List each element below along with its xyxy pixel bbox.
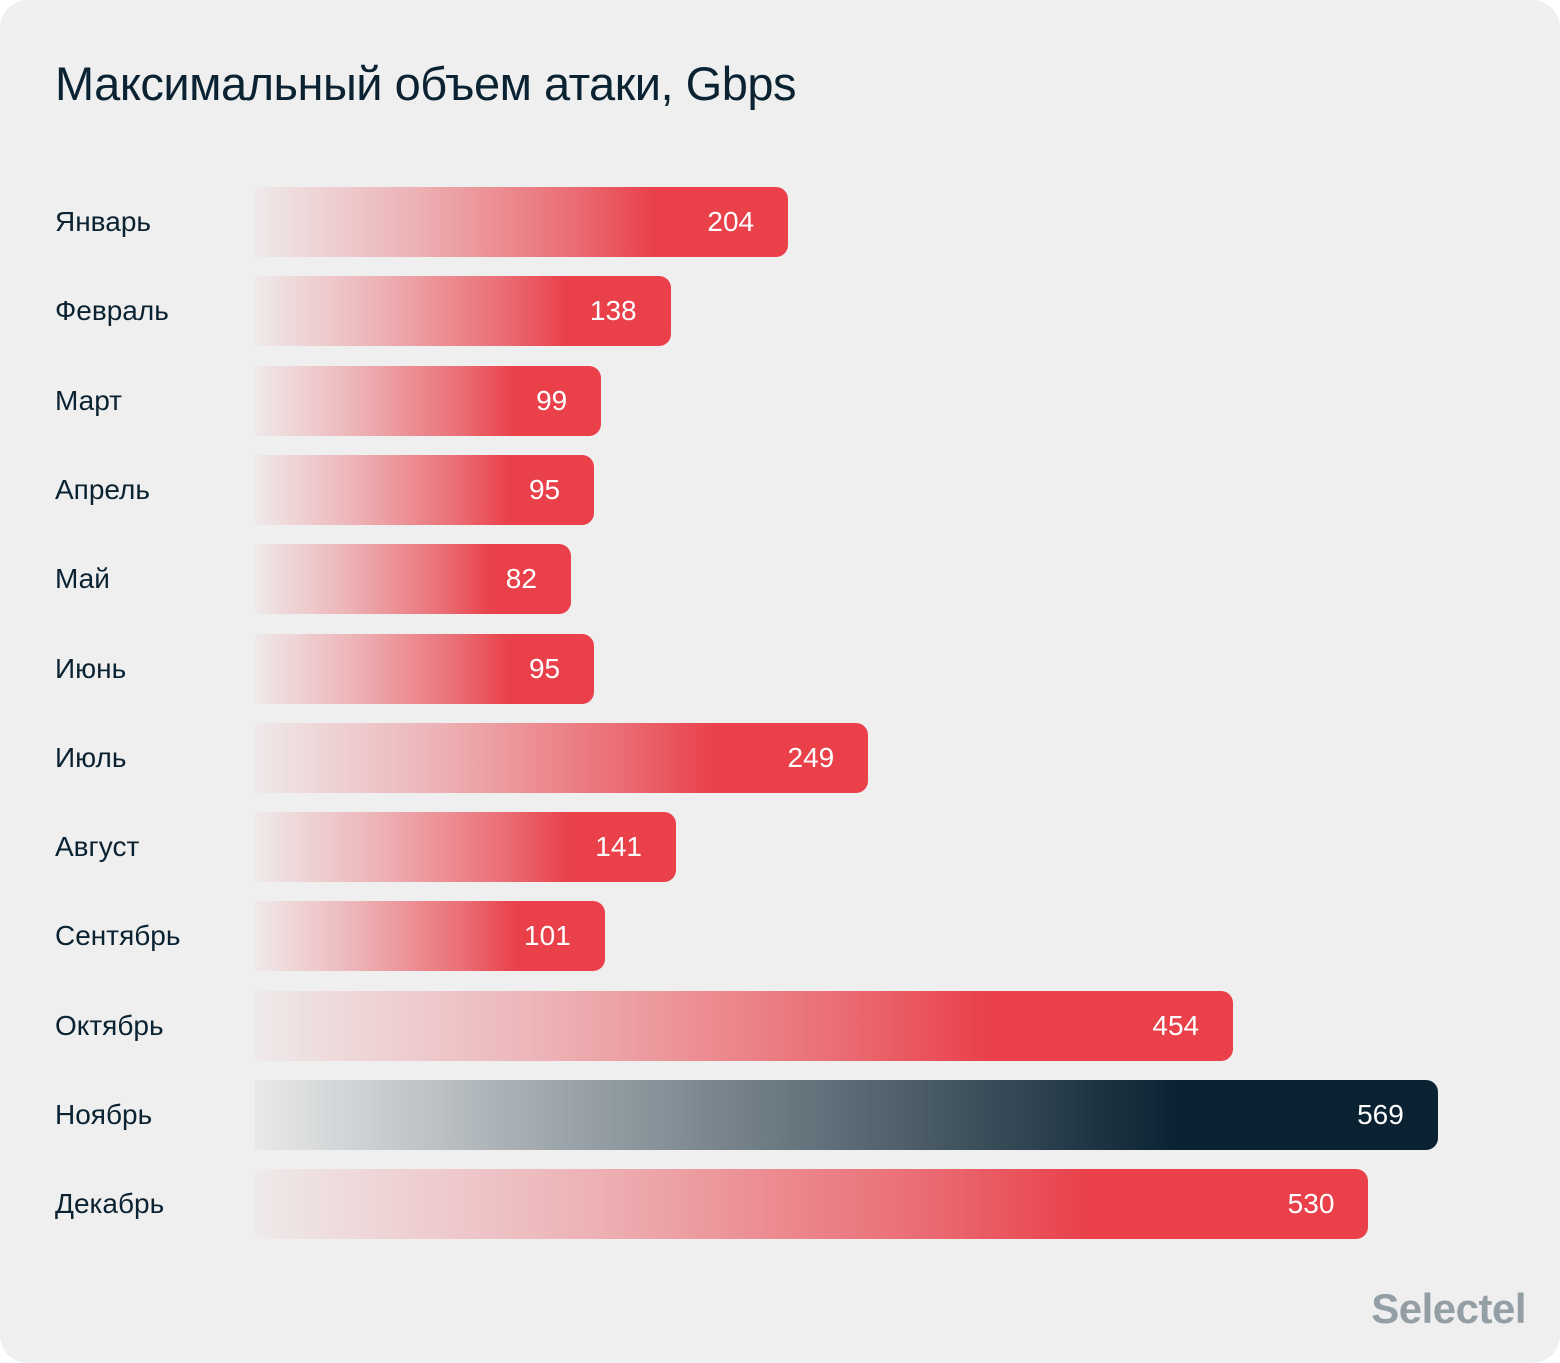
bar: 204 — [255, 187, 789, 257]
data-label: 95 — [528, 652, 561, 684]
bar-row: Апрель 95 — [0, 454, 1560, 525]
bar-row: Март 99 — [0, 365, 1560, 436]
bar: 99 — [255, 365, 602, 436]
bar-row: Август 141 — [0, 812, 1560, 883]
category-label: Август — [55, 831, 140, 863]
bar: 249 — [255, 722, 869, 793]
chart-title: Максимальный объем атаки, Gbps — [55, 57, 796, 110]
category-label: Июнь — [55, 652, 127, 684]
data-label: 569 — [1357, 1099, 1404, 1130]
category-label: Февраль — [55, 295, 169, 327]
bar: 95 — [255, 633, 595, 704]
data-label: 204 — [707, 206, 755, 237]
category-label: Сентябрь — [55, 920, 181, 952]
bar-row: Июнь 95 — [0, 633, 1560, 704]
data-label: 82 — [505, 563, 537, 595]
data-label: 249 — [787, 741, 835, 773]
bar-row: Декабрь 530 — [0, 1169, 1560, 1240]
data-label: 530 — [1287, 1188, 1335, 1220]
bar-row: Сентябрь 101 — [0, 901, 1560, 972]
category-label: Март — [55, 384, 122, 416]
category-label: Июль — [55, 741, 127, 773]
data-label: 141 — [595, 831, 642, 863]
data-label: 454 — [1152, 1009, 1200, 1041]
category-label: Январь — [55, 206, 151, 237]
bar: 530 — [255, 1169, 1369, 1240]
bar-row: Ноябрь 569 — [0, 1080, 1560, 1150]
bar: 141 — [255, 812, 676, 883]
category-label: Май — [55, 563, 110, 595]
bar: 101 — [255, 901, 605, 972]
data-label: 95 — [528, 473, 561, 505]
bar: 82 — [255, 544, 571, 615]
category-label: Апрель — [55, 473, 150, 505]
bar-row: Октябрь 454 — [0, 990, 1560, 1061]
data-label: 99 — [536, 384, 568, 416]
bar-row: Февраль 138 — [0, 276, 1560, 347]
category-label: Декабрь — [55, 1188, 165, 1220]
bar: 138 — [255, 276, 671, 347]
selectel-logo: Selectel — [1371, 1285, 1526, 1332]
category-label: Октябрь — [55, 1009, 164, 1041]
bar-row: Июль 249 — [0, 722, 1560, 793]
bar-row: Январь 204 — [0, 187, 1560, 257]
bar: 95 — [255, 454, 595, 525]
bar: 454 — [255, 990, 1234, 1061]
bar: 569 — [255, 1080, 1438, 1150]
category-label: Ноябрь — [55, 1099, 153, 1130]
bar-row: Май 82 — [0, 544, 1560, 615]
data-label: 101 — [524, 920, 571, 952]
data-label: 138 — [589, 295, 637, 327]
